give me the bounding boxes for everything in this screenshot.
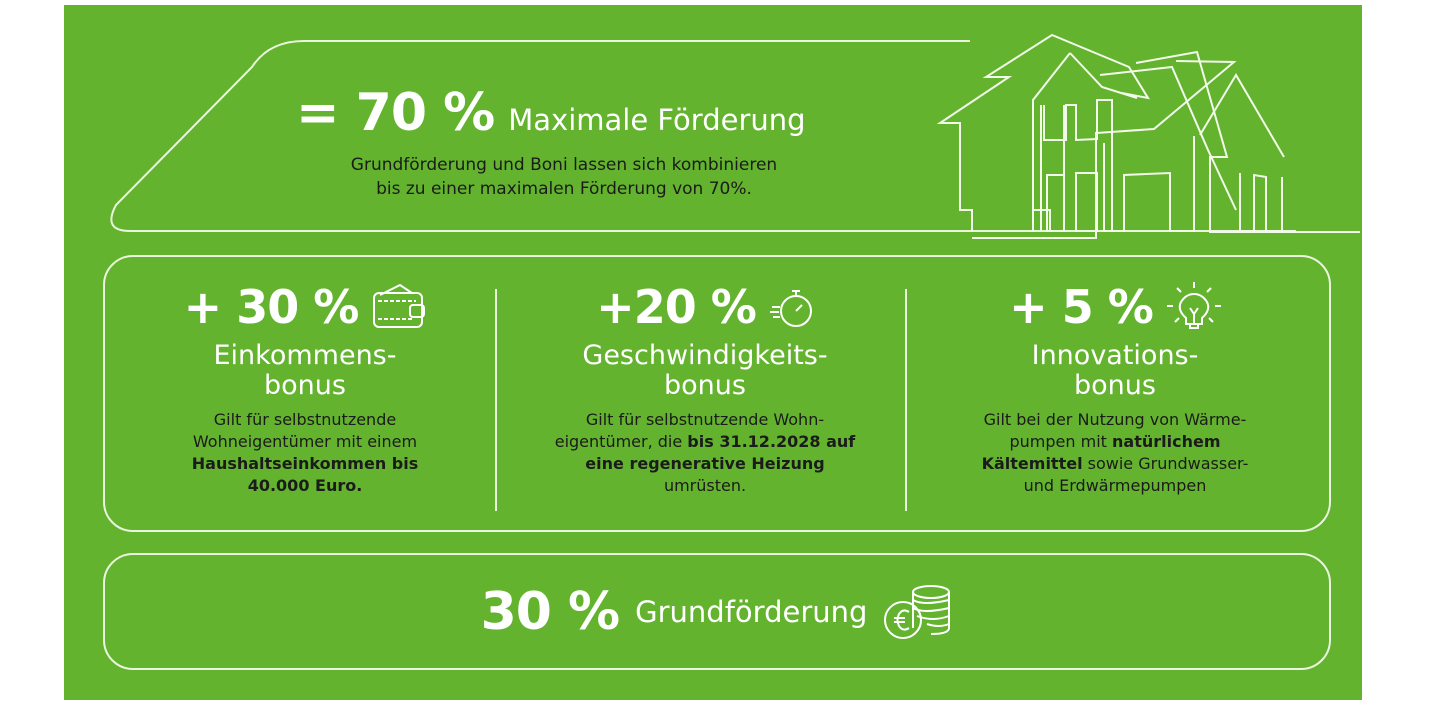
base-value: 30 % <box>480 581 621 642</box>
bonus-value: +20 % <box>596 280 757 334</box>
bonus-innovation: + 5 % Innovations-bonus Gilt bei der Nut… <box>915 257 1315 497</box>
max-description: Grundförderung und Boni lassen sich komb… <box>264 153 864 201</box>
bonus-title: bonus <box>664 370 746 401</box>
bonus-title: bonus <box>1074 370 1156 401</box>
max-title: Maximale Förderung <box>508 103 806 137</box>
bonuses-box: + 30 % Einkommens-bonus Gilt für selbstn… <box>103 255 1331 532</box>
bonus-description: Gilt für selbstnutzende Wohn- eigentümer… <box>554 410 856 495</box>
lightbulb-icon <box>1166 282 1221 329</box>
bonus-title: Geschwindigkeits- <box>582 340 828 371</box>
top-frame <box>110 40 1296 232</box>
divider <box>905 289 907 511</box>
infographic-panel: = 70 % Maximale Förderung Grundförderung… <box>64 5 1362 700</box>
bonus-value: + 5 % <box>1009 280 1154 334</box>
base-title: Grundförderung <box>635 594 868 629</box>
divider <box>495 289 497 511</box>
euro-coins-icon <box>884 584 951 639</box>
bonus-description: Gilt bei der Nutzung von Wärme- pumpen m… <box>981 410 1249 495</box>
bonus-speed: +20 % Geschwindigkeits-bonus Gilt für se… <box>505 257 905 497</box>
bonus-title: Innovations- <box>1031 340 1199 371</box>
top-frame-and-house <box>110 33 1360 239</box>
max-heading: = 70 % Maximale Förderung <box>296 83 806 143</box>
stopwatch-icon <box>769 290 812 327</box>
max-line-2: bis zu einer maximalen Förderung von 70%… <box>376 179 752 199</box>
max-value: = 70 % <box>296 83 495 143</box>
wallet-icon <box>373 283 426 328</box>
bonus-income: + 30 % Einkommens-bonus Gilt für selbstn… <box>115 257 495 497</box>
bonus-value: + 30 % <box>183 280 360 334</box>
max-line-1: Grundförderung und Boni lassen sich komb… <box>350 155 778 175</box>
bonus-description: Gilt für selbstnutzende Wohneigentümer m… <box>191 410 419 495</box>
base-box: 30 % Grundförderung <box>103 553 1331 670</box>
bonus-title: Einkommens- <box>213 340 397 371</box>
house-outline-icon <box>936 33 1360 239</box>
bonus-title: bonus <box>264 370 346 401</box>
